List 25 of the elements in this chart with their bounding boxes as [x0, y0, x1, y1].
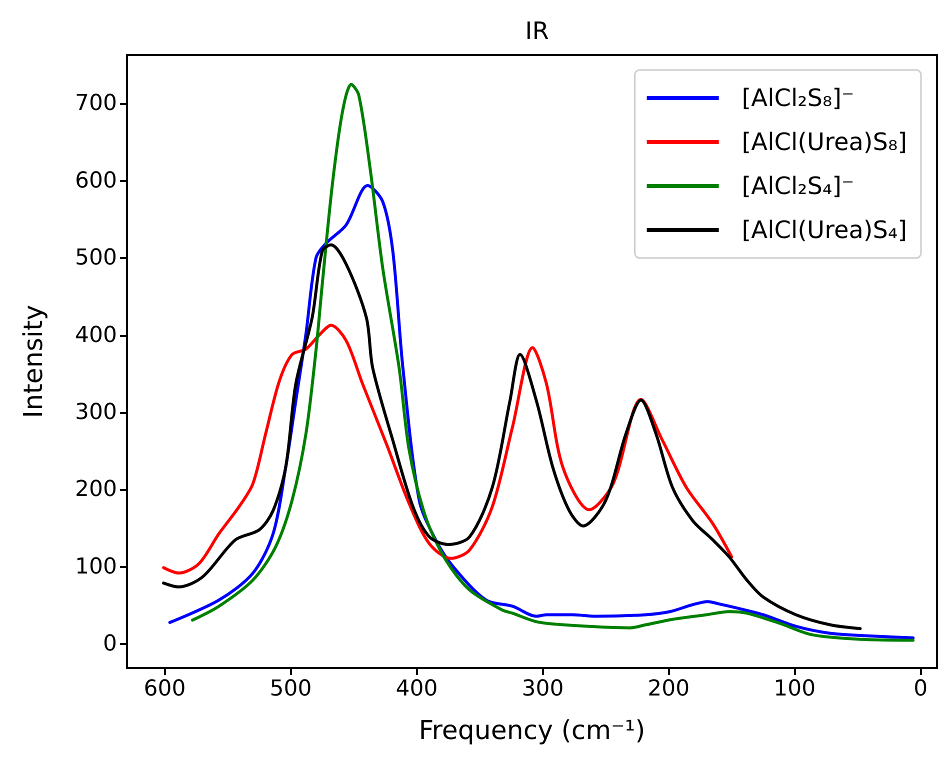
line-series: [191, 82, 915, 642]
legend-label: [AlCl₂S₈]⁻: [742, 84, 854, 112]
x-tick-label: 500: [270, 676, 312, 702]
y-axis-title: Intensity: [19, 304, 49, 418]
chart-title: IR: [525, 17, 549, 45]
x-tick-label: 100: [774, 676, 816, 702]
y-tick-label: 100: [75, 554, 117, 580]
y-tick-label: 300: [75, 400, 117, 425]
x-tick-label: 200: [648, 676, 690, 702]
legend-label: [AlCl(Urea)S₈]: [742, 128, 908, 156]
y-tick-label: 700: [75, 91, 117, 116]
x-tick-label: 0: [914, 676, 928, 702]
y-tick-label: 500: [75, 246, 117, 271]
x-tick-label: 300: [522, 676, 564, 702]
line-series: [162, 324, 734, 575]
y-tick-label: 0: [103, 632, 117, 657]
y-tick-label: 400: [75, 322, 117, 348]
x-axis-title: Frequency (cm⁻¹): [418, 716, 646, 746]
legend-label: [AlCl₂S₄]⁻: [742, 172, 854, 200]
y-tick-label: 200: [75, 477, 117, 502]
y-tick-label: 600: [75, 168, 117, 194]
x-tick-label: 600: [144, 676, 186, 702]
x-tick-label: 400: [396, 676, 438, 702]
legend-label: [AlCl(Urea)S₄]: [742, 216, 908, 244]
line-series: [162, 243, 862, 630]
